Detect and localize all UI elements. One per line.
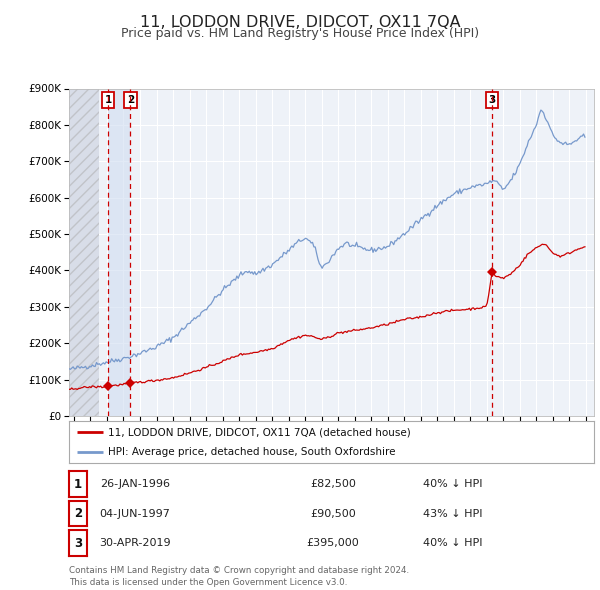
Text: 04-JUN-1997: 04-JUN-1997 [100,509,170,519]
Bar [69,88,99,416]
Text: 40% ↓ HPI: 40% ↓ HPI [423,479,483,489]
Text: £90,500: £90,500 [310,509,356,519]
Text: Contains HM Land Registry data © Crown copyright and database right 2024.
This d: Contains HM Land Registry data © Crown c… [69,566,409,587]
Text: £82,500: £82,500 [310,479,356,489]
Text: 1: 1 [74,477,82,491]
Text: 3: 3 [74,536,82,550]
Text: 1: 1 [104,95,112,105]
Text: HPI: Average price, detached house, South Oxfordshire: HPI: Average price, detached house, Sout… [109,447,396,457]
Text: 11, LODDON DRIVE, DIDCOT, OX11 7QA (detached house): 11, LODDON DRIVE, DIDCOT, OX11 7QA (deta… [109,427,411,437]
Text: 30-APR-2019: 30-APR-2019 [99,538,171,548]
Text: 40% ↓ HPI: 40% ↓ HPI [423,538,483,548]
Bar [108,88,130,416]
Text: 3: 3 [488,95,496,105]
Text: 26-JAN-1996: 26-JAN-1996 [100,479,170,489]
Text: 2: 2 [127,95,134,105]
Text: 43% ↓ HPI: 43% ↓ HPI [423,509,483,519]
Text: 2: 2 [74,507,82,520]
Text: Price paid vs. HM Land Registry's House Price Index (HPI): Price paid vs. HM Land Registry's House … [121,27,479,40]
Text: 11, LODDON DRIVE, DIDCOT, OX11 7QA: 11, LODDON DRIVE, DIDCOT, OX11 7QA [140,15,460,30]
Bar [69,88,99,416]
Text: £395,000: £395,000 [307,538,359,548]
